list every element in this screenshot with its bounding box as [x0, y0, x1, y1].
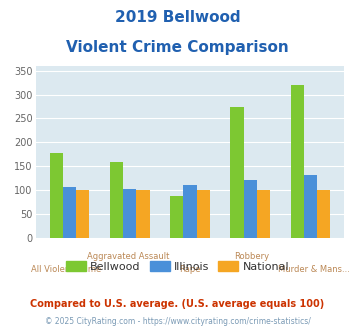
- Bar: [197, 190, 210, 238]
- Bar: [290, 85, 304, 238]
- Bar: [183, 185, 197, 238]
- Text: 2019 Bellwood: 2019 Bellwood: [115, 10, 240, 25]
- Legend: Bellwood, Illinois, National: Bellwood, Illinois, National: [61, 257, 294, 277]
- Bar: [63, 186, 76, 238]
- Bar: [123, 188, 136, 238]
- Text: Robbery: Robbery: [234, 252, 269, 261]
- Text: All Violent Crime: All Violent Crime: [31, 265, 102, 274]
- Text: Violent Crime Comparison: Violent Crime Comparison: [66, 40, 289, 54]
- Bar: [50, 153, 63, 238]
- Text: Aggravated Assault: Aggravated Assault: [87, 252, 169, 261]
- Text: Compared to U.S. average. (U.S. average equals 100): Compared to U.S. average. (U.S. average …: [31, 299, 324, 309]
- Text: Murder & Mans...: Murder & Mans...: [278, 265, 349, 274]
- Bar: [230, 107, 244, 238]
- Bar: [244, 180, 257, 238]
- Bar: [317, 190, 330, 238]
- Bar: [136, 190, 149, 238]
- Text: © 2025 CityRating.com - https://www.cityrating.com/crime-statistics/: © 2025 CityRating.com - https://www.city…: [45, 317, 310, 326]
- Bar: [257, 190, 270, 238]
- Bar: [110, 162, 123, 238]
- Bar: [76, 190, 89, 238]
- Text: Rape: Rape: [179, 265, 201, 274]
- Bar: [304, 175, 317, 238]
- Bar: [170, 196, 183, 238]
